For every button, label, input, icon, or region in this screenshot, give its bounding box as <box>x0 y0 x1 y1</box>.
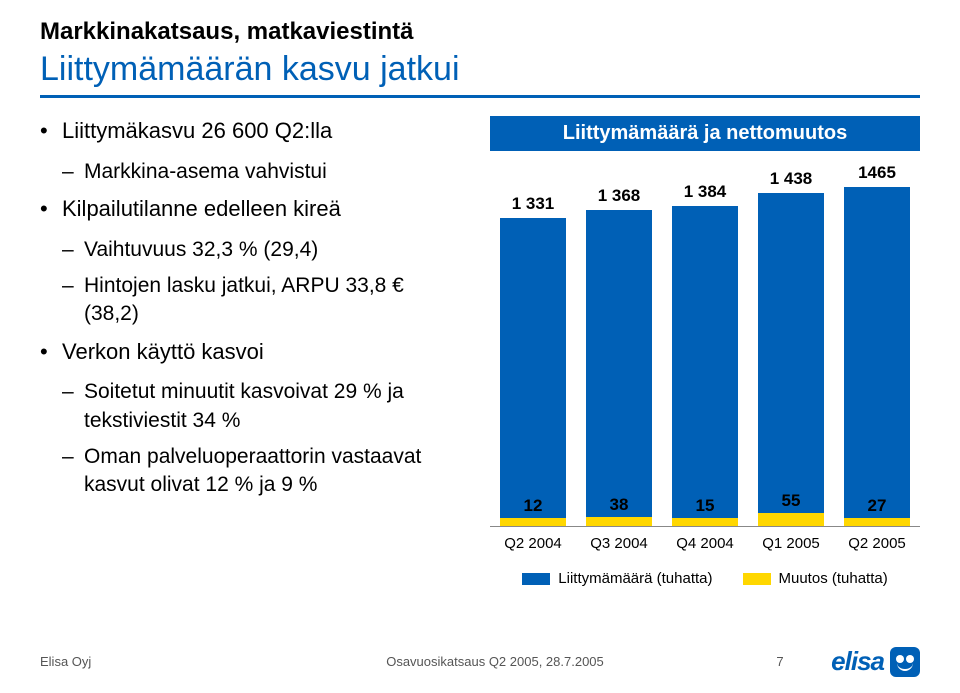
slide-subtitle: Markkinakatsaus, matkaviestintä <box>40 18 920 46</box>
bar-main <box>844 187 910 526</box>
bar-sub-label: 12 <box>500 496 566 516</box>
bar-group: 1465 27 <box>844 156 910 526</box>
bar-value-label: 1 368 <box>586 186 652 206</box>
bar-main <box>586 210 652 526</box>
footer-center: Osavuosikatsaus Q2 2005, 28.7.2005 <box>240 654 750 669</box>
bar-sub <box>586 517 652 526</box>
bar-sub <box>500 518 566 526</box>
xaxis-label: Q2 2005 <box>844 535 910 552</box>
legend-label-sub: Muutos (tuhatta) <box>779 570 888 587</box>
bar-sub-label: 38 <box>586 495 652 515</box>
bar-main <box>500 218 566 526</box>
title-divider <box>40 95 920 98</box>
elisa-logo-icon <box>890 647 920 677</box>
elisa-logo-text: elisa <box>831 646 884 677</box>
bullet-l2: Oman palveluoperaattorin vastaavat kasvu… <box>40 443 460 500</box>
bullet-l2: Vaihtuvuus 32,3 % (29,4) <box>40 236 460 264</box>
bar-sub <box>672 518 738 526</box>
legend-item-sub: Muutos (tuhatta) <box>743 570 888 587</box>
chart-xaxis: Q2 2004 Q3 2004 Q4 2004 Q1 2005 Q2 2005 <box>490 535 920 552</box>
bar-value-label: 1 438 <box>758 169 824 189</box>
bullet-l2: Hintojen lasku jatkui, ARPU 33,8 € (38,2… <box>40 272 460 329</box>
legend-label-main: Liittymämäärä (tuhatta) <box>558 570 712 587</box>
chart-area: Liittymämäärä ja nettomuutos 1 331 12 1 36… <box>490 116 920 587</box>
bar-sub <box>758 513 824 526</box>
bar-sub-label: 55 <box>758 491 824 511</box>
bullet-l1: Liittymäkasvu 26 600 Q2:lla <box>40 116 460 146</box>
bullet-l1: Kilpailutilanne edelleen kireä <box>40 194 460 224</box>
bar-value-label: 1 384 <box>672 182 738 202</box>
footer-logo: elisa <box>810 646 920 677</box>
bar-group: 1 438 55 <box>758 156 824 526</box>
slide-footer: Elisa Oyj Osavuosikatsaus Q2 2005, 28.7.… <box>40 646 920 677</box>
bar-sub-label: 15 <box>672 496 738 516</box>
bar-chart: 1 331 12 1 368 38 1 384 15 1 438 55 1465 27 <box>490 157 920 527</box>
bullet-l1: Verkon käyttö kasvoi <box>40 337 460 367</box>
bar-group: 1 384 15 <box>672 156 738 526</box>
bar-main <box>672 206 738 526</box>
xaxis-label: Q1 2005 <box>758 535 824 552</box>
legend-swatch-yellow <box>743 573 771 585</box>
chart-title: Liittymämäärä ja nettomuutos <box>490 116 920 151</box>
bullet-l2: Soitetut minuutit kasvoivat 29 % ja teks… <box>40 378 460 435</box>
xaxis-label: Q4 2004 <box>672 535 738 552</box>
legend-swatch-blue <box>522 573 550 585</box>
bar-value-label: 1 331 <box>500 194 566 214</box>
xaxis-label: Q3 2004 <box>586 535 652 552</box>
footer-page: 7 <box>750 654 810 669</box>
bar-main <box>758 193 824 526</box>
bar-group: 1 331 12 <box>500 156 566 526</box>
bar-value-label: 1465 <box>844 163 910 183</box>
slide-title: Liittymämäärän kasvu jatkui <box>40 50 920 89</box>
footer-left: Elisa Oyj <box>40 654 240 669</box>
bar-sub-label: 27 <box>844 496 910 516</box>
bar-sub <box>844 518 910 526</box>
bar-group: 1 368 38 <box>586 156 652 526</box>
chart-legend: Liittymämäärä (tuhatta) Muutos (tuhatta) <box>490 570 920 587</box>
bullet-l2: Markkina-asema vahvistui <box>40 158 460 186</box>
legend-item-main: Liittymämäärä (tuhatta) <box>522 570 712 587</box>
xaxis-label: Q2 2004 <box>500 535 566 552</box>
bullet-list: Liittymäkasvu 26 600 Q2:lla Markkina-asem… <box>40 116 460 587</box>
